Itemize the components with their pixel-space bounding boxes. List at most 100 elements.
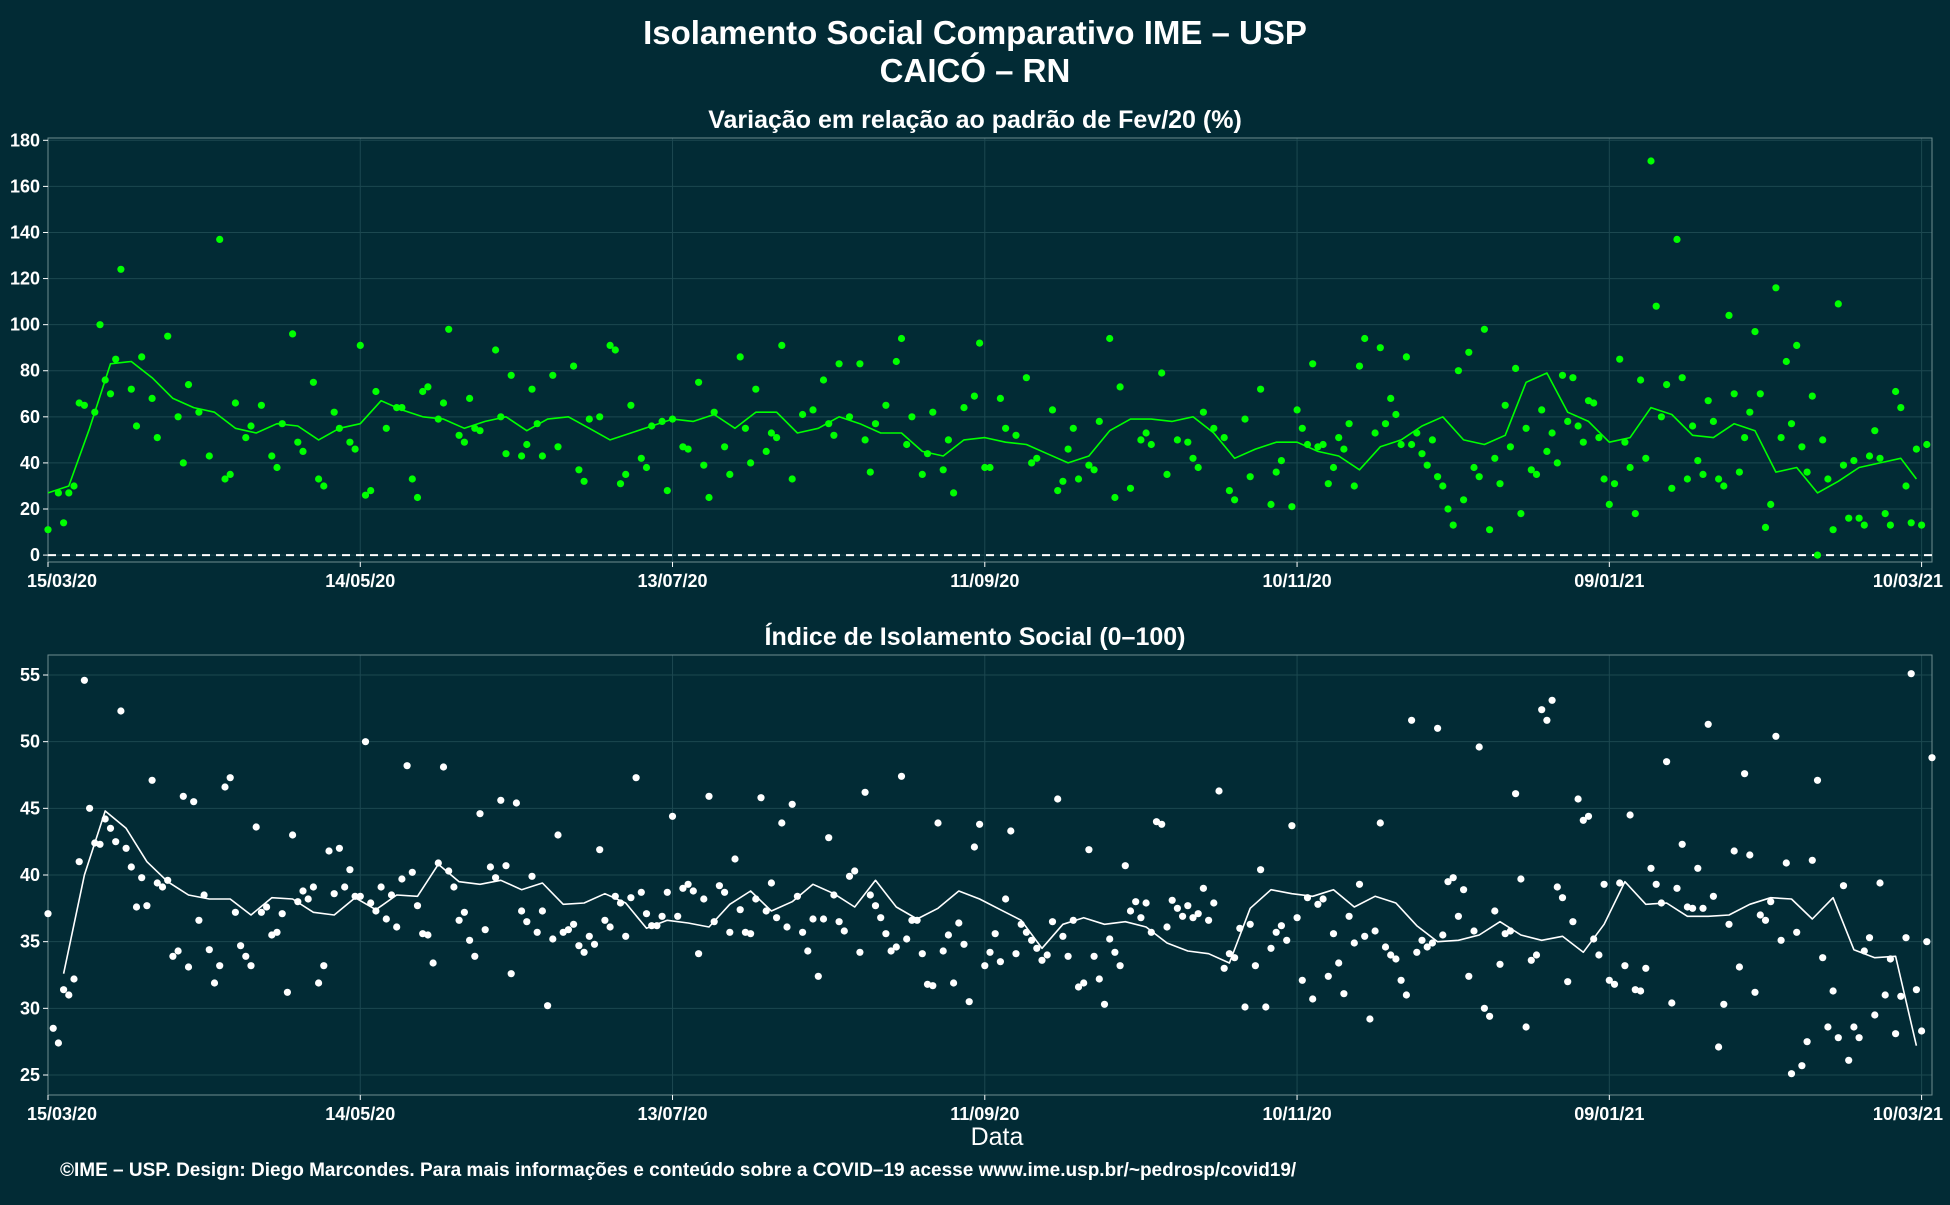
data-point [752, 385, 760, 393]
data-point [106, 824, 115, 832]
data-point [1100, 1000, 1109, 1008]
data-point [1756, 911, 1764, 919]
data-point [486, 863, 494, 871]
data-point [138, 874, 146, 882]
data-point [1387, 951, 1395, 959]
data-point [1631, 509, 1639, 518]
data-point [1002, 895, 1010, 903]
data-point [1621, 962, 1629, 970]
data-point [554, 443, 562, 451]
data-point [434, 859, 442, 867]
data-point [773, 434, 781, 442]
moving-average-line [47, 360, 1918, 494]
data-point [1402, 353, 1410, 361]
data-point [1912, 445, 1920, 453]
data-point [799, 410, 807, 419]
x-tick-label: 14/05/20 [325, 1104, 395, 1124]
data-point [263, 903, 271, 911]
data-point [1865, 452, 1874, 460]
data-point [590, 940, 599, 948]
data-point [861, 788, 869, 796]
data-point [991, 930, 999, 938]
x-tick-label: 09/01/21 [1574, 571, 1644, 591]
data-point [939, 947, 947, 955]
data-point [570, 362, 578, 370]
data-point [960, 404, 968, 412]
data-point [1746, 851, 1754, 859]
data-point [117, 265, 125, 273]
data-point [767, 429, 776, 437]
data-point [1022, 374, 1030, 382]
data-point [1637, 987, 1645, 995]
data-point [1116, 383, 1124, 391]
data-point [356, 892, 364, 900]
data-point [1548, 429, 1556, 437]
data-point [830, 891, 838, 899]
footer-credits: ©IME – USP. Design: Diego Marcondes. Par… [60, 1160, 1297, 1181]
y-tick-label: 160 [10, 176, 40, 196]
data-point [164, 332, 172, 340]
data-point [1829, 526, 1837, 534]
data-point [377, 883, 385, 891]
x-tick-label: 11/09/20 [950, 571, 1019, 591]
data-point [1735, 963, 1743, 971]
data-point [1246, 920, 1254, 928]
data-point [502, 450, 510, 458]
data-point [1616, 879, 1624, 887]
data-point [1028, 936, 1036, 944]
data-point [1371, 927, 1379, 935]
data-point [819, 915, 828, 923]
data-point [970, 843, 979, 851]
data-point [205, 946, 213, 954]
data-point [1460, 886, 1468, 894]
data-point [1720, 1000, 1728, 1008]
data-point [283, 988, 291, 996]
data-point [80, 401, 88, 409]
data-point [814, 972, 822, 980]
data-point [1709, 417, 1717, 425]
data-point [315, 475, 323, 483]
data-point [184, 963, 193, 971]
data-point [1272, 468, 1280, 476]
data-point [1298, 424, 1306, 432]
data-point [1902, 934, 1910, 942]
data-point [1283, 936, 1291, 944]
data-point [1007, 827, 1015, 835]
data-point [1569, 918, 1577, 926]
data-point [981, 463, 989, 472]
data-point [1777, 936, 1785, 944]
data-point [96, 321, 104, 329]
data-point [216, 235, 224, 243]
data-point [1610, 480, 1619, 488]
data-point [96, 840, 104, 848]
data-point [845, 413, 854, 421]
data-point [1626, 811, 1634, 819]
data-point [606, 341, 614, 349]
data-point [1480, 325, 1488, 333]
data-point [1288, 822, 1296, 830]
data-point [122, 844, 130, 852]
data-point [1923, 440, 1931, 449]
data-point [564, 926, 573, 934]
data-point [1205, 916, 1213, 924]
data-point [1470, 463, 1478, 472]
data-point [1855, 514, 1863, 522]
data-point [929, 408, 937, 416]
y-tick-label: 120 [10, 269, 40, 289]
data-point [393, 923, 401, 931]
data-point [1002, 424, 1010, 432]
data-point [54, 1039, 63, 1047]
data-point [596, 846, 604, 854]
data-point [1553, 883, 1561, 891]
data-point [1782, 357, 1790, 366]
data-point [1761, 523, 1770, 532]
data-point [887, 947, 895, 955]
data-point [492, 346, 500, 354]
data-point [1600, 475, 1608, 483]
x-tick-label: 15/03/20 [27, 571, 97, 591]
data-point [1387, 394, 1395, 402]
data-point [903, 440, 911, 449]
data-point [320, 482, 328, 490]
data-point [1423, 943, 1431, 951]
